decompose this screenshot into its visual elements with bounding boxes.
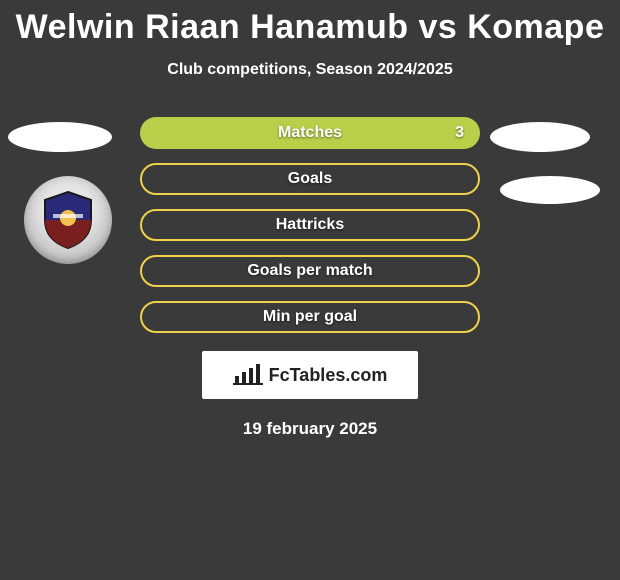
stat-bar-label: Matches bbox=[278, 124, 342, 142]
stat-bar-value: 3 bbox=[455, 124, 464, 142]
placeholder-ellipse-2 bbox=[500, 176, 600, 204]
watermark-text: FcTables.com bbox=[269, 365, 388, 386]
subtitle: Club competitions, Season 2024/2025 bbox=[0, 61, 620, 79]
stat-bar-min-per-goal: Min per goal bbox=[140, 301, 480, 333]
comparison-content: Matches 3 Goals Hattricks Goals per match Min… bbox=[0, 117, 620, 439]
stat-bar-label: Goals per match bbox=[247, 262, 372, 280]
placeholder-ellipse-1 bbox=[490, 122, 590, 152]
stat-bar-goals: Goals bbox=[140, 163, 480, 195]
page-title: Welwin Riaan Hanamub vs Komape bbox=[0, 0, 620, 47]
placeholder-ellipse-0 bbox=[8, 122, 112, 152]
stat-bar-label: Min per goal bbox=[263, 308, 357, 326]
shield-icon bbox=[41, 190, 95, 250]
stat-bar-label: Hattricks bbox=[276, 216, 344, 234]
club-crest-left bbox=[24, 176, 112, 264]
watermark: FcTables.com bbox=[202, 351, 418, 399]
stat-bar-hattricks: Hattricks bbox=[140, 209, 480, 241]
stat-bars: Matches 3 Goals Hattricks Goals per match Min… bbox=[140, 117, 480, 333]
stat-bar-goals-per-match: Goals per match bbox=[140, 255, 480, 287]
date-text: 19 february 2025 bbox=[0, 419, 620, 439]
bar-chart-icon bbox=[233, 364, 263, 386]
stat-bar-label: Goals bbox=[288, 170, 332, 188]
stat-bar-matches: Matches 3 bbox=[140, 117, 480, 149]
